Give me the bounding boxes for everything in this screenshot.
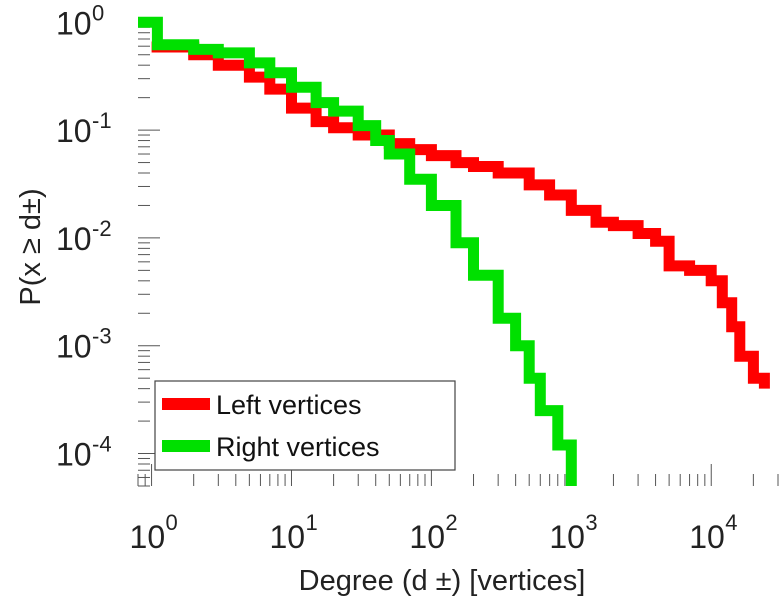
y-tick-label-exponent: -3 <box>92 324 112 349</box>
x-tick-label: 10 <box>689 519 725 555</box>
x-tick-label-exponent: 1 <box>305 510 317 535</box>
x-tick-label: 10 <box>269 519 305 555</box>
y-tick-label: 10 <box>56 221 92 257</box>
y-tick-label: 10 <box>56 437 92 473</box>
x-tick-label: 10 <box>130 519 166 555</box>
legend: Left vertices Right vertices <box>154 380 456 471</box>
y-tick-label: 10 <box>56 5 92 41</box>
y-tick-label: 10 <box>56 113 92 149</box>
y-tick-label-exponent: -1 <box>92 108 112 133</box>
legend-label-left-vertices: Left vertices <box>216 390 362 420</box>
tick-labels: 10 010 -110 -210 -310 -410 0 10 1 10 2 10 3 10 4 <box>56 0 737 555</box>
legend-label-right-vertices: Right vertices <box>216 432 380 462</box>
series-layer <box>138 16 770 486</box>
x-tick-label: 10 <box>409 519 445 555</box>
y-tick-label-exponent: -2 <box>92 216 112 241</box>
series-line-right-vertices <box>138 16 577 486</box>
minor-ticks <box>137 21 779 487</box>
x-tick-label: 10 <box>549 519 585 555</box>
x-tick-label-exponent: 3 <box>585 510 597 535</box>
x-tick-label-exponent: 0 <box>166 510 178 535</box>
x-tick-label-exponent: 4 <box>725 510 737 535</box>
x-tick-label-exponent: 2 <box>445 510 457 535</box>
series-line-left-vertices <box>151 41 770 389</box>
legend-box <box>154 380 456 471</box>
y-tick-label: 10 <box>56 329 92 365</box>
y-axis-title: P(x ≥ d±) <box>15 188 47 305</box>
y-tick-label-exponent: -4 <box>92 432 112 457</box>
y-tick-label-exponent: 0 <box>92 0 104 25</box>
x-axis-title: Degree (d ±) [vertices] <box>299 565 586 597</box>
